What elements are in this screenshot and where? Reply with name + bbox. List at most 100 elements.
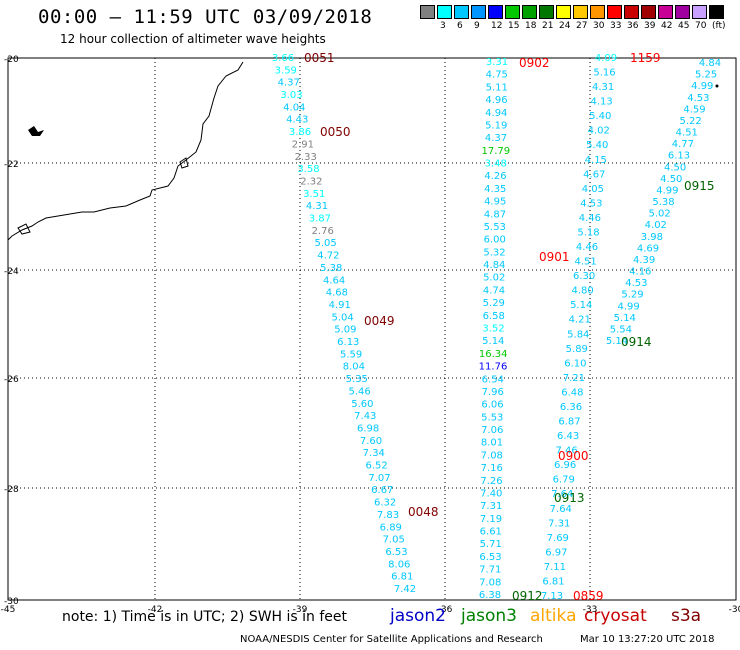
wave-height-value: 7.31 [548, 518, 570, 529]
wave-height-value: 2.91 [292, 139, 314, 150]
wave-height-value: 4.68 [326, 288, 348, 299]
wave-height-value: 7.96 [482, 387, 504, 398]
pass-time-label: 1159 [630, 51, 661, 65]
legend-level-label: 18 [525, 21, 537, 31]
wave-height-value: 7.43 [354, 411, 376, 422]
wave-height-value: 4.50 [664, 162, 686, 173]
wave-height-value: 5.54 [610, 324, 632, 335]
wave-height-value: 5.60 [351, 399, 373, 410]
wave-height-value: 5.04 [331, 312, 353, 323]
lat-lon-grid: -45 -42 -39 -36 -33 -30 -20 -22 -24 -26 -28 -30 [1, 55, 740, 615]
wave-height-value: 8.06 [388, 559, 410, 570]
pass-time-label: 0914 [621, 335, 652, 349]
wave-height-value: 4.69 [637, 243, 659, 254]
legend-swatch [675, 5, 690, 19]
pass-time-label: 0859 [573, 589, 604, 603]
legend-level-label: 30 [593, 21, 605, 31]
legend-level-label: 33 [610, 21, 622, 31]
lat-tick-label: -28 [4, 485, 19, 495]
legend-level-label: 39 [644, 21, 656, 31]
legend-swatch [471, 5, 486, 19]
wave-height-value: 4.94 [485, 108, 507, 119]
lat-tick-label: -22 [4, 160, 19, 170]
wave-height-value: 5.29 [621, 290, 643, 301]
wave-height-value: 4.05 [582, 184, 604, 195]
wave-height-value: 5.53 [484, 222, 506, 233]
wave-height-value: 6.58 [483, 311, 505, 322]
pass-time-label: 0913 [554, 491, 585, 505]
lon-tick-label: -30 [729, 605, 740, 615]
wave-height-value: 7.05 [383, 535, 405, 546]
coastline [7, 61, 244, 241]
legend-swatch [692, 5, 707, 19]
lon-tick-label: -42 [148, 605, 163, 615]
satellite-name: s3a [671, 606, 702, 626]
wave-height-value: 4.53 [580, 198, 602, 209]
wave-height-value: 5.53 [481, 412, 503, 423]
legend-unit: (ft) [712, 21, 726, 31]
legend-swatch [641, 5, 656, 19]
wave-height-value: 4.59 [683, 104, 705, 115]
wave-height-value: 4.50 [660, 174, 682, 185]
wave-height-value: 5.38 [320, 263, 342, 274]
wave-height-value: 5.14 [614, 313, 636, 324]
legend-level-label: 9 [474, 21, 480, 31]
legend-level-label: 3 [440, 21, 446, 31]
wave-height-value: 7.60 [360, 436, 382, 447]
pass-time-label: 0049 [364, 314, 395, 328]
wave-height-value: 4.02 [645, 220, 667, 231]
wave-height-value: 5.02 [483, 273, 505, 284]
chart-title: 00:00 – 11:59 UTC 03/09/2018 [38, 6, 373, 28]
wave-height-value: 5.71 [480, 539, 502, 550]
wave-height-value: 17.79 [481, 146, 510, 157]
wave-height-value: 5.22 [679, 116, 701, 127]
wave-height-value: 6.10 [564, 358, 586, 369]
wave-height-value: 4.39 [633, 255, 655, 266]
legend-swatch [420, 5, 435, 19]
legend-level-label: 21 [542, 21, 554, 31]
legend-swatch [624, 5, 639, 19]
lon-tick-label: -45 [1, 605, 16, 615]
satellite-name: altika [530, 606, 577, 626]
wave-height-value: 5.14 [570, 300, 592, 311]
wave-height-value: 4.51 [676, 128, 698, 139]
pass-time-label: 0915 [684, 179, 715, 193]
wave-height-value: 4.99 [691, 81, 713, 92]
wave-height-value: 3.98 [641, 232, 663, 243]
wave-height-value: 4.15 [585, 155, 607, 166]
wave-height-value: 5.05 [314, 238, 336, 249]
pass-time-label: 0901 [539, 250, 570, 264]
wave-height-value: 4.77 [672, 139, 694, 150]
wave-height-value: 7.46 [555, 446, 577, 457]
wave-height-value: 7.42 [394, 584, 416, 595]
wave-height-value: 6.87 [558, 417, 580, 428]
wave-height-value: 5.46 [348, 386, 370, 397]
wave-height-value: 4.67 [583, 169, 605, 180]
legend-level-label: 15 [508, 21, 520, 31]
wave-height-value: 7.13 [541, 591, 563, 602]
wave-height-value: 4.53 [625, 278, 647, 289]
legend-swatch [607, 5, 622, 19]
wave-height-value: 7.64 [550, 504, 572, 515]
legend-swatch [590, 5, 605, 19]
chart-subtitle: 12 hour collection of altimeter wave hei… [60, 32, 326, 46]
satellite-name: jason2 [390, 606, 446, 626]
wave-height-value: 4.26 [484, 171, 506, 182]
wave-height-tracks: 3.663.594.373.034.044.433.862.912.333.58… [272, 51, 721, 603]
legend-swatch [556, 5, 571, 19]
wave-height-value: 6.06 [481, 400, 503, 411]
wave-height-value: 6.81 [391, 572, 413, 583]
wave-height-value: 4.72 [317, 251, 339, 262]
wave-height-value: 6.36 [560, 402, 582, 413]
lat-tick-label: -24 [4, 267, 19, 277]
legend-level-label: 42 [661, 21, 673, 31]
wave-height-value: 7.64 [551, 489, 573, 500]
legend-level-label: 70 [695, 21, 707, 31]
wave-height-value: 7.34 [363, 448, 385, 459]
pass-time-label: 0051 [304, 51, 335, 65]
wave-height-value: 3.52 [482, 324, 504, 335]
legend-swatch [437, 5, 452, 19]
lat-tick-label: -20 [4, 55, 19, 65]
wave-height-value: 11.76 [479, 362, 508, 373]
